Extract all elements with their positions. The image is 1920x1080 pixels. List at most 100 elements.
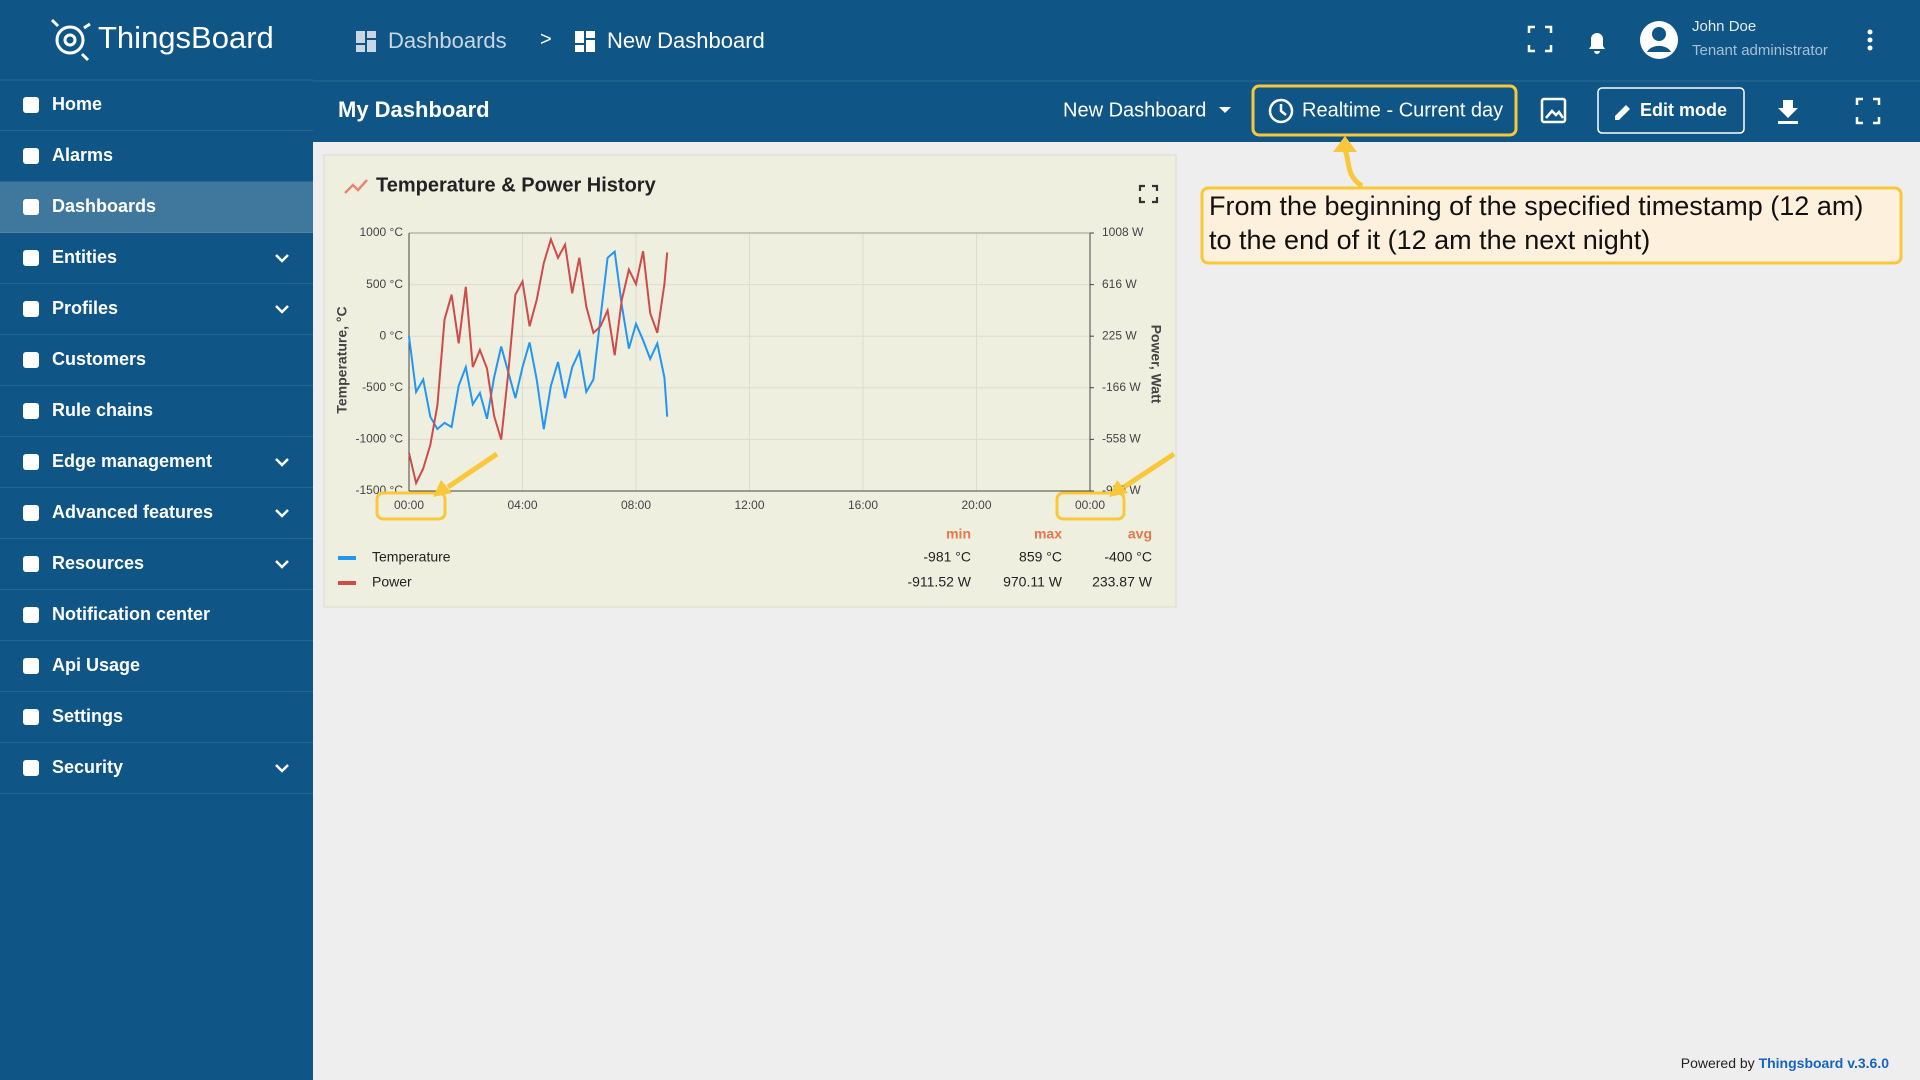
top-bar (0, 0, 1920, 142)
y-tick-label: 1000 °C (360, 225, 404, 239)
y-tick-label: 500 °C (366, 277, 403, 291)
dashboard-icon (575, 31, 595, 52)
image-export-button[interactable] (1540, 97, 1567, 124)
expand-icon[interactable] (275, 560, 289, 569)
y-tick-label: 0 °C (380, 328, 404, 342)
expand-icon[interactable] (275, 509, 289, 518)
menu-icon (23, 658, 39, 674)
y2-tick-label: 225 W (1102, 328, 1137, 342)
more-button[interactable] (1867, 29, 1873, 51)
menu-item[interactable]: Notification center (52, 604, 210, 624)
y-tick-label: -500 °C (362, 380, 403, 394)
menu-icon (23, 454, 39, 470)
legend-header: min (946, 526, 971, 542)
edit-mode-label: Edit mode (1640, 100, 1727, 120)
arrow-head (1333, 136, 1357, 152)
menu-item[interactable]: Dashboards (52, 196, 156, 216)
breadcrumb-item[interactable]: Dashboards (388, 28, 507, 53)
fullscreen-button[interactable] (1855, 97, 1881, 125)
widget-fullscreen[interactable] (1138, 184, 1159, 204)
notifications-button[interactable] (1589, 33, 1605, 54)
highlight-box (375, 491, 447, 521)
logo-text[interactable]: ThingsBoard (98, 20, 274, 55)
x-tick-label: 04:00 (507, 498, 537, 512)
expand-icon[interactable] (275, 305, 289, 314)
arrow (1122, 451, 1176, 490)
menu-item[interactable]: Settings (52, 706, 123, 726)
legend-name[interactable]: Power (372, 574, 412, 590)
fullscreen-button[interactable] (1527, 25, 1553, 53)
x-tick-label: 08:00 (621, 498, 651, 512)
legend-value: -981 °C (923, 549, 971, 565)
active-item (0, 182, 313, 233)
arrow (1342, 148, 1364, 189)
y-axis-label: Temperature, °C (334, 306, 350, 413)
menu-item[interactable]: Home (52, 94, 102, 114)
chart-title: Temperature & Power History (376, 174, 657, 196)
menu-item[interactable]: Api Usage (52, 655, 140, 675)
footer-link[interactable]: Thingsboard v.3.6.0 (1759, 1055, 1890, 1071)
legend-value: -400 °C (1104, 549, 1152, 565)
y-tick-label: -1000 °C (356, 432, 404, 446)
y2-tick-label: 616 W (1102, 277, 1137, 291)
sidebar-menu: Home Alarms Dashboards Entities Profiles Cust… (0, 94, 313, 794)
expand-icon[interactable] (275, 458, 289, 467)
menu-item[interactable]: Customers (52, 349, 146, 369)
clock-icon (1268, 98, 1294, 124)
menu-item[interactable]: Security (52, 757, 123, 777)
legend-name[interactable]: Temperature (372, 549, 451, 565)
menu-icon (23, 556, 39, 572)
highlight-box (1251, 84, 1518, 137)
callout (1200, 186, 1903, 265)
avatar[interactable] (1640, 21, 1678, 59)
legend-value: 970.11 W (1003, 574, 1063, 590)
menu-item[interactable]: Rule chains (52, 400, 153, 420)
footer-prefix: Powered by (1681, 1055, 1755, 1071)
edit-icon (1615, 105, 1630, 120)
y2-tick-label: -166 W (1102, 380, 1141, 394)
menu-item[interactable]: Entities (52, 247, 117, 267)
user-name: John Doe (1692, 18, 1756, 35)
x-tick-label: 00:00 (1075, 498, 1105, 512)
series-line (408, 236, 669, 487)
menu-icon (23, 709, 39, 725)
arrow (446, 451, 499, 490)
menu-icon (23, 148, 39, 164)
dashboard-select[interactable]: New Dashboard (1063, 99, 1206, 121)
user-role: Tenant administrator (1692, 42, 1828, 59)
menu-item[interactable]: Resources (52, 553, 144, 573)
y2-tick-label: -558 W (1102, 432, 1141, 446)
timewindow-button[interactable]: Realtime - Current day (1302, 99, 1503, 121)
download-button[interactable] (1778, 100, 1798, 124)
footer: Powered by Thingsboard v.3.6.0 (1681, 1055, 1889, 1071)
series-line (408, 249, 669, 431)
menu-icon (23, 301, 39, 317)
legend-value: 859 °C (1019, 549, 1062, 565)
expand-icon[interactable] (275, 254, 289, 263)
edit-mode-button[interactable] (1597, 87, 1745, 134)
menu-icon (23, 505, 39, 521)
menu-icon (23, 352, 39, 368)
menu-item[interactable]: Profiles (52, 298, 118, 318)
menu-item[interactable]: Advanced features (52, 502, 213, 522)
sidebar (0, 0, 313, 1080)
callout-text: From the beginning of the specified time… (1209, 191, 1863, 221)
chart-icon (344, 179, 368, 194)
x-tick-label: 20:00 (961, 498, 991, 512)
legend-header: max (1034, 526, 1062, 542)
breadcrumb-item: New Dashboard (607, 28, 765, 53)
y2-tick-label: 1008 W (1102, 225, 1144, 239)
expand-icon[interactable] (275, 764, 289, 773)
menu-item[interactable]: Alarms (52, 145, 113, 165)
x-tick-label: 12:00 (734, 498, 764, 512)
menu-icon (23, 760, 39, 776)
menu-icon (23, 403, 39, 419)
highlight-box (1055, 491, 1126, 521)
dropdown-arrow (1219, 107, 1231, 113)
menu-item[interactable]: Edge management (52, 451, 212, 471)
callout-text: to the end of it (12 am the next night) (1209, 225, 1650, 255)
x-tick-label: 16:00 (848, 498, 878, 512)
